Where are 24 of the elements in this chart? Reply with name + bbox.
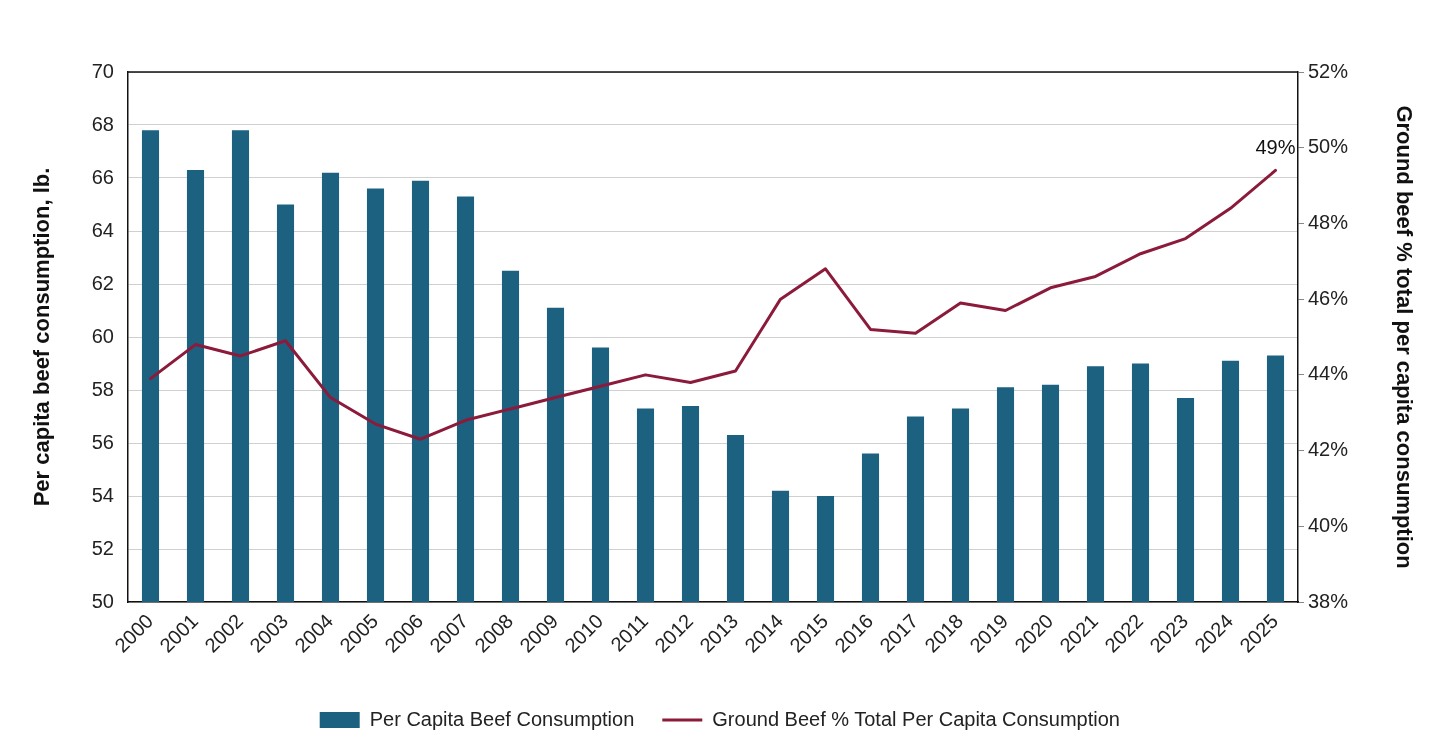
y2-tick-label: 52%	[1308, 59, 1349, 82]
y2-tick-label: 42%	[1308, 438, 1349, 461]
legend-label: Per Capita Beef Consumption	[369, 707, 635, 730]
y-tick-label: 64	[91, 218, 114, 241]
y-tick-label: 50	[91, 589, 114, 612]
y-tick-label: 70	[91, 59, 114, 82]
y2-tick-label: 38%	[1308, 589, 1349, 612]
y-tick-label: 54	[91, 483, 114, 506]
y2-tick-label: 50%	[1308, 135, 1349, 158]
y2-tick-label: 46%	[1308, 286, 1349, 309]
y-tick-label: 62	[91, 271, 114, 294]
y2-tick-label: 48%	[1308, 210, 1349, 233]
y2-axis-title: Ground beef % total per capita consumption	[1391, 105, 1417, 569]
data-label: 49%	[1255, 135, 1296, 158]
legend-label: Ground Beef % Total Per Capita Consumption	[712, 707, 1120, 730]
y-axis-title: Per capita beef consumption, lb.	[29, 167, 55, 507]
y-tick-label: 68	[91, 112, 114, 135]
y-tick-label: 58	[91, 377, 114, 400]
y2-tick-label: 40%	[1308, 513, 1349, 536]
y2-tick-label: 44%	[1308, 362, 1349, 385]
y-tick-label: 60	[91, 324, 114, 347]
y-tick-label: 56	[91, 430, 114, 453]
y-tick-label: 66	[91, 165, 114, 188]
y-tick-label: 52	[91, 536, 114, 559]
